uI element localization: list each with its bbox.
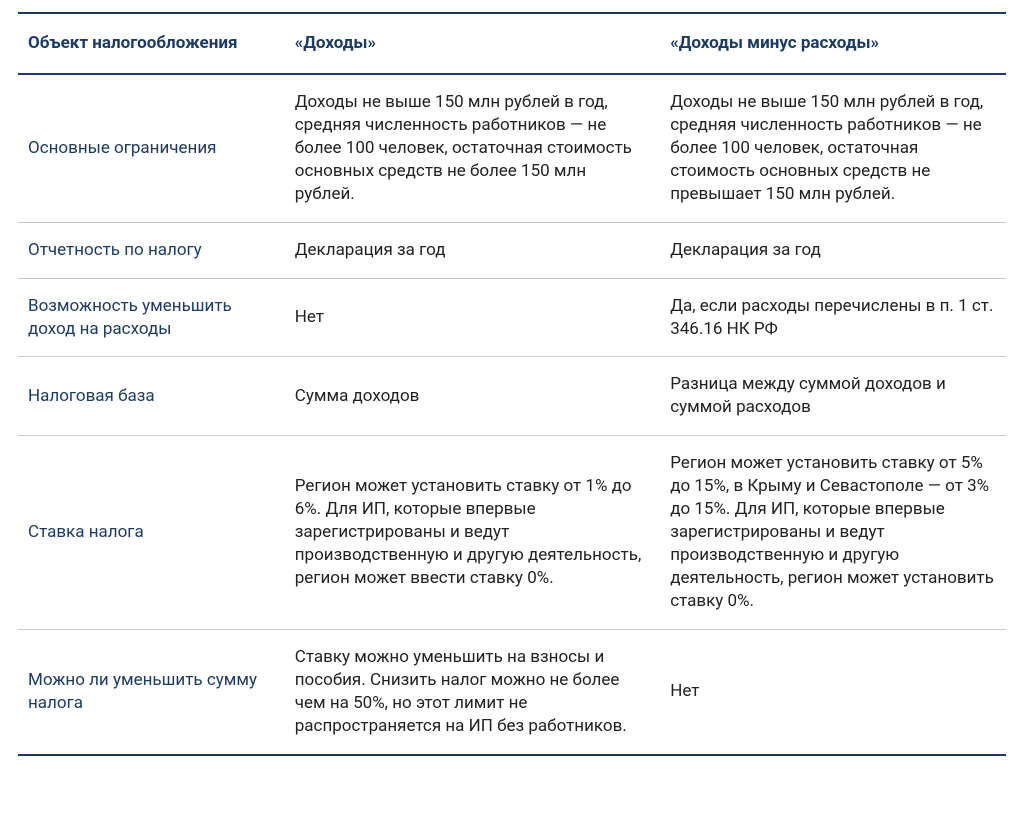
cell-income: Регион может установить ставку от 1% до … bbox=[285, 436, 660, 630]
cell-income: Нет bbox=[285, 278, 660, 357]
cell-income-minus-expenses: Доходы не выше 150 млн рублей в год, сре… bbox=[660, 74, 1006, 222]
table-row: Возможность уменьшить доход на расходы Н… bbox=[18, 278, 1006, 357]
table-row: Основные ограничения Доходы не выше 150 … bbox=[18, 74, 1006, 222]
row-label: Основные ограничения bbox=[18, 74, 285, 222]
row-label: Ставка налога bbox=[18, 436, 285, 630]
col-header-object: Объект налогообложения bbox=[18, 13, 285, 74]
cell-income-minus-expenses: Разница между суммой доходов и суммой ра… bbox=[660, 357, 1006, 436]
row-label: Возможность уменьшить доход на расходы bbox=[18, 278, 285, 357]
cell-income: Доходы не выше 150 млн рублей в год, сре… bbox=[285, 74, 660, 222]
table-row: Можно ли уменьшить сумму налога Ставку м… bbox=[18, 629, 1006, 754]
table-row: Ставка налога Регион может установить ст… bbox=[18, 436, 1006, 630]
table-row: Налоговая база Сумма доходов Разница меж… bbox=[18, 357, 1006, 436]
table-row: Отчетность по налогу Декларация за год Д… bbox=[18, 222, 1006, 278]
cell-income-minus-expenses: Да, если расходы перечислены в п. 1 ст. … bbox=[660, 278, 1006, 357]
cell-income: Ставку можно уменьшить на взносы и пособ… bbox=[285, 629, 660, 754]
cell-income-minus-expenses: Нет bbox=[660, 629, 1006, 754]
table-header-row: Объект налогообложения «Доходы» «Доходы … bbox=[18, 13, 1006, 74]
comparison-table: Объект налогообложения «Доходы» «Доходы … bbox=[18, 12, 1006, 756]
row-label: Отчетность по налогу bbox=[18, 222, 285, 278]
col-header-income-minus-expenses: «Доходы минус расходы» bbox=[660, 13, 1006, 74]
cell-income-minus-expenses: Декларация за год bbox=[660, 222, 1006, 278]
cell-income: Сумма доходов bbox=[285, 357, 660, 436]
cell-income: Декларация за год bbox=[285, 222, 660, 278]
row-label: Можно ли уменьшить сумму налога bbox=[18, 629, 285, 754]
row-label: Налоговая база bbox=[18, 357, 285, 436]
col-header-income: «Доходы» bbox=[285, 13, 660, 74]
cell-income-minus-expenses: Регион может установить ставку от 5% до … bbox=[660, 436, 1006, 630]
